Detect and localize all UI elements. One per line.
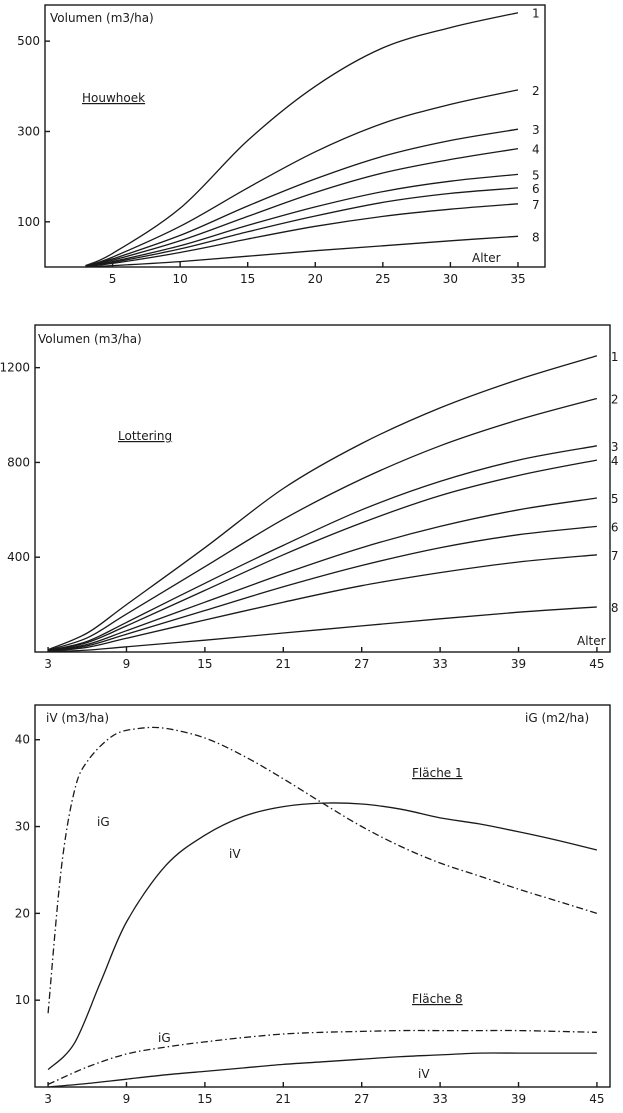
series-line-3 (47, 445, 598, 652)
x-tick-label: 9 (123, 1092, 131, 1106)
label-ig-flaeche-1: iG (97, 815, 110, 829)
x-tick-label: 27 (354, 1092, 369, 1106)
x-tick-label: 15 (197, 1092, 212, 1106)
panel-houwhoek: Volumen (m3/ha) Houwhoek Alter 5 10 15 20 25… (17, 4, 546, 286)
y-axis-label-right: iG (m2/ha) (525, 711, 589, 725)
x-tick-label: 5 (109, 272, 117, 286)
series-label-1: 1 (611, 350, 619, 364)
label-ig-flaeche-8: iG (158, 1031, 171, 1045)
x-tick-label: 27 (354, 657, 369, 671)
y-tick-label: 40 (15, 733, 30, 747)
series-line-7 (48, 554, 597, 652)
y-tick-label: 800 (7, 455, 30, 469)
x-tick-label: 30 (443, 272, 458, 286)
series-line-4 (85, 147, 519, 267)
series-label-1: 1 (532, 7, 540, 21)
series-label-7: 7 (532, 198, 540, 212)
series-label-6: 6 (532, 182, 540, 196)
x-tick-label: 45 (589, 1092, 604, 1106)
series-line-1 (47, 355, 598, 651)
x-tick-label: 35 (510, 272, 525, 286)
series-line-2 (85, 89, 519, 267)
panel-lottering: Volumen (m3/ha) Lottering Alter 3 9 15 21 27… (0, 324, 619, 671)
series-label-3: 3 (532, 123, 540, 137)
series-line-6 (48, 525, 597, 652)
series-label-5: 5 (532, 168, 540, 182)
series-line-8 (85, 235, 519, 268)
y-axis-label-left: iV (m3/ha) (46, 711, 109, 725)
annotation-flaeche-1: Fläche 1 (412, 766, 463, 780)
annotation-lottering: Lottering (118, 429, 172, 443)
series-line-fläche-8-ig (47, 1029, 597, 1085)
series-label-8: 8 (532, 230, 540, 244)
series-label-4: 4 (532, 143, 540, 157)
series-line-6 (85, 187, 519, 268)
series-line-7 (85, 203, 519, 268)
series-line-2 (47, 397, 598, 651)
plot-frame (34, 704, 611, 1088)
plot-frame (34, 324, 611, 653)
series-label-6: 6 (611, 520, 619, 534)
series-line-fläche-1-ig (47, 726, 598, 1014)
x-tick-label: 20 (308, 272, 323, 286)
series-label-3: 3 (611, 440, 619, 454)
x-tick-label: 15 (197, 657, 212, 671)
annotation-houwhoek: Houwhoek (82, 91, 145, 105)
series-line-8 (48, 606, 597, 653)
label-iv-flaeche-8: iV (418, 1067, 430, 1081)
x-axis-label: Alter (472, 251, 501, 265)
x-tick-label: 10 (172, 272, 187, 286)
x-tick-label: 45 (589, 657, 604, 671)
x-tick-label: 9 (123, 657, 131, 671)
x-tick-label: 39 (511, 657, 526, 671)
y-tick-label: 10 (15, 993, 30, 1007)
label-iv-flaeche-1: iV (229, 847, 241, 861)
series-line-1 (85, 12, 519, 267)
series-line-fläche-8-iv (48, 1052, 597, 1088)
series-label-7: 7 (611, 549, 619, 563)
y-tick-label: 100 (17, 215, 40, 229)
y-tick-label: 300 (17, 124, 40, 138)
panel-increments: iV (m3/ha) iG (m2/ha) Fläche 1 Fläche 8 … (15, 704, 611, 1106)
series-label-4: 4 (611, 454, 619, 468)
y-tick-label: 1200 (0, 361, 30, 375)
series-line-4 (47, 459, 598, 652)
series-label-2: 2 (532, 84, 540, 98)
y-tick-label: 500 (17, 34, 40, 48)
y-tick-label: 400 (7, 550, 30, 564)
x-tick-label: 3 (44, 1092, 52, 1106)
series-line-5 (85, 173, 519, 268)
x-tick-label: 21 (276, 657, 291, 671)
series-label-5: 5 (611, 492, 619, 506)
plot-frame (44, 4, 546, 268)
x-axis-label: Alter (577, 634, 606, 648)
x-tick-label: 33 (432, 657, 447, 671)
series-line-3 (85, 128, 519, 267)
y-axis-label: Volumen (m3/ha) (38, 332, 142, 346)
series-line-5 (47, 497, 597, 652)
y-tick-label: 30 (15, 820, 30, 834)
x-tick-label: 15 (240, 272, 255, 286)
y-axis-label: Volumen (m3/ha) (50, 11, 154, 25)
x-tick-label: 33 (432, 1092, 447, 1106)
x-tick-label: 39 (511, 1092, 526, 1106)
x-tick-label: 3 (44, 657, 52, 671)
annotation-flaeche-8: Fläche 8 (412, 992, 463, 1006)
series-label-2: 2 (611, 392, 619, 406)
series-line-fläche-1-iv (47, 802, 598, 1071)
y-tick-label: 20 (15, 906, 30, 920)
series-label-8: 8 (611, 601, 619, 615)
x-tick-label: 25 (375, 272, 390, 286)
x-tick-label: 21 (276, 1092, 291, 1106)
